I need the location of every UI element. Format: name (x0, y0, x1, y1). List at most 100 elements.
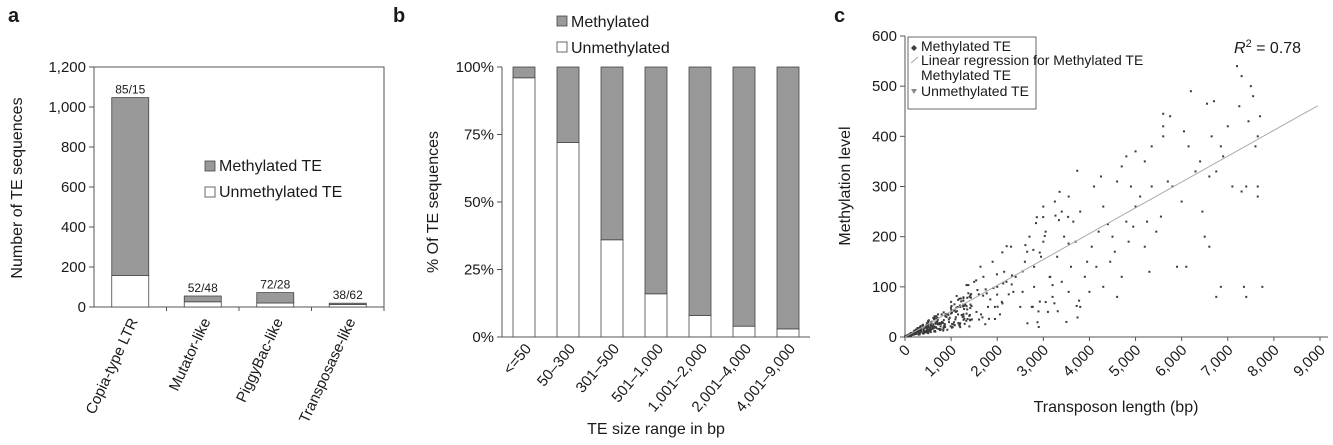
scatter-point (959, 322, 962, 325)
scatter-point (1010, 274, 1013, 277)
scatter-point (1067, 195, 1070, 198)
scatter-point (1125, 155, 1128, 158)
scatter-point (928, 326, 931, 329)
scatter-point (942, 311, 945, 314)
scatter-point (1035, 216, 1038, 219)
scatter-point (993, 305, 996, 308)
scatter-point (1120, 275, 1123, 278)
scatter-point (954, 318, 957, 321)
scatter-point (1067, 215, 1070, 218)
scatter-point (936, 317, 939, 320)
panel-b-xlabel: TE size range in bp (587, 421, 725, 438)
bar-methylated (183, 295, 222, 303)
panel-c-xtick-label: 9,000 (1290, 342, 1329, 381)
scatter-point (933, 315, 936, 318)
scatter-point (953, 324, 956, 327)
legend-unmethylated: Unmethylated (571, 40, 670, 57)
scatter-point (918, 332, 921, 335)
panel-c-ytick-label: 600 (872, 28, 897, 45)
scatter-point (1166, 180, 1169, 183)
scatter-point (927, 325, 930, 328)
scatter-point (923, 327, 926, 330)
scatter-point (1079, 210, 1082, 213)
scatter-point (1247, 120, 1250, 123)
bar-methylated (556, 66, 580, 143)
scatter-point (1036, 321, 1039, 324)
panel-a-ytick-label: 200 (61, 259, 86, 276)
scatter-point (1236, 65, 1238, 68)
panel-c-ylabel: Methylation level (837, 126, 854, 245)
bar-unmethylated (512, 77, 536, 338)
scatter-point (921, 324, 924, 327)
scatter-point (989, 298, 992, 301)
scatter-point (1219, 145, 1222, 148)
scatter-point (921, 332, 924, 335)
panel-a-xtick-label: Mutator-like (166, 316, 215, 394)
bar-unmethylated (776, 328, 800, 338)
scatter-point (1226, 125, 1229, 128)
scatter-point (932, 323, 935, 326)
legend-line-marker (910, 56, 919, 64)
scatter-point (1003, 270, 1006, 273)
panel-b-ytick-label: 50% (464, 194, 494, 211)
scatter-point (1208, 175, 1211, 178)
bar-methylated (644, 66, 668, 295)
panel-c-xtick-label: 7,000 (1198, 342, 1237, 381)
scatter-point (950, 304, 953, 307)
scatter-point (950, 312, 953, 315)
scatter-point (979, 265, 982, 268)
scatter-point (965, 312, 968, 315)
scatter-point (934, 317, 937, 320)
panel-c: c Methylation level 0100200300400500600 … (834, 5, 1329, 416)
scatter-point (1143, 160, 1146, 163)
scatter-point (1261, 285, 1264, 288)
r2-symbol: R (1234, 40, 1246, 57)
scatter-point (967, 292, 970, 295)
scatter-point (1109, 260, 1112, 263)
legend-c-linear-regression: Linear regression for Methylated TE (921, 52, 1143, 68)
bar-unmethylated (111, 275, 150, 308)
scatter-point (1002, 282, 1005, 285)
scatter-point (1182, 130, 1185, 133)
scatter-point (925, 327, 928, 330)
scatter-point (957, 322, 960, 325)
scatter-point (969, 319, 972, 322)
scatter-point (1155, 230, 1158, 233)
scatter-point (1056, 255, 1059, 258)
scatter-point (932, 326, 935, 329)
scatter-point (953, 303, 956, 306)
scatter-point (924, 330, 927, 333)
scatter-point (949, 306, 952, 309)
scatter-point (982, 275, 985, 278)
scatter-point (937, 327, 940, 330)
scatter-point (955, 294, 958, 297)
bar-data-label: 72/28 (260, 278, 290, 292)
scatter-point (984, 288, 987, 291)
scatter-point (1031, 305, 1034, 308)
scatter-point (1038, 251, 1041, 254)
scatter-point (1076, 169, 1079, 172)
scatter-point (948, 321, 951, 324)
scatter-point (958, 324, 961, 327)
scatter-point (936, 318, 939, 321)
scatter-point (1044, 230, 1047, 233)
scatter-point (1033, 285, 1036, 288)
scatter-point (1134, 150, 1137, 153)
scatter-point (933, 330, 936, 333)
scatter-point (958, 297, 961, 300)
scatter-point (962, 313, 965, 316)
scatter-point (969, 307, 972, 310)
panel-a-ytick-label: 1,000 (48, 99, 86, 116)
scatter-point (950, 308, 953, 311)
scatter-point (963, 317, 966, 320)
scatter-point (1116, 180, 1119, 183)
panel-a-ytick-label: 1,200 (48, 59, 86, 76)
scatter-point (1042, 240, 1045, 243)
scatter-point (926, 326, 929, 329)
panel-c-legend-box (907, 36, 1037, 110)
bar-unmethylated (600, 239, 624, 338)
scatter-point (952, 309, 955, 312)
scatter-point (1072, 220, 1075, 223)
scatter-point (945, 315, 948, 318)
